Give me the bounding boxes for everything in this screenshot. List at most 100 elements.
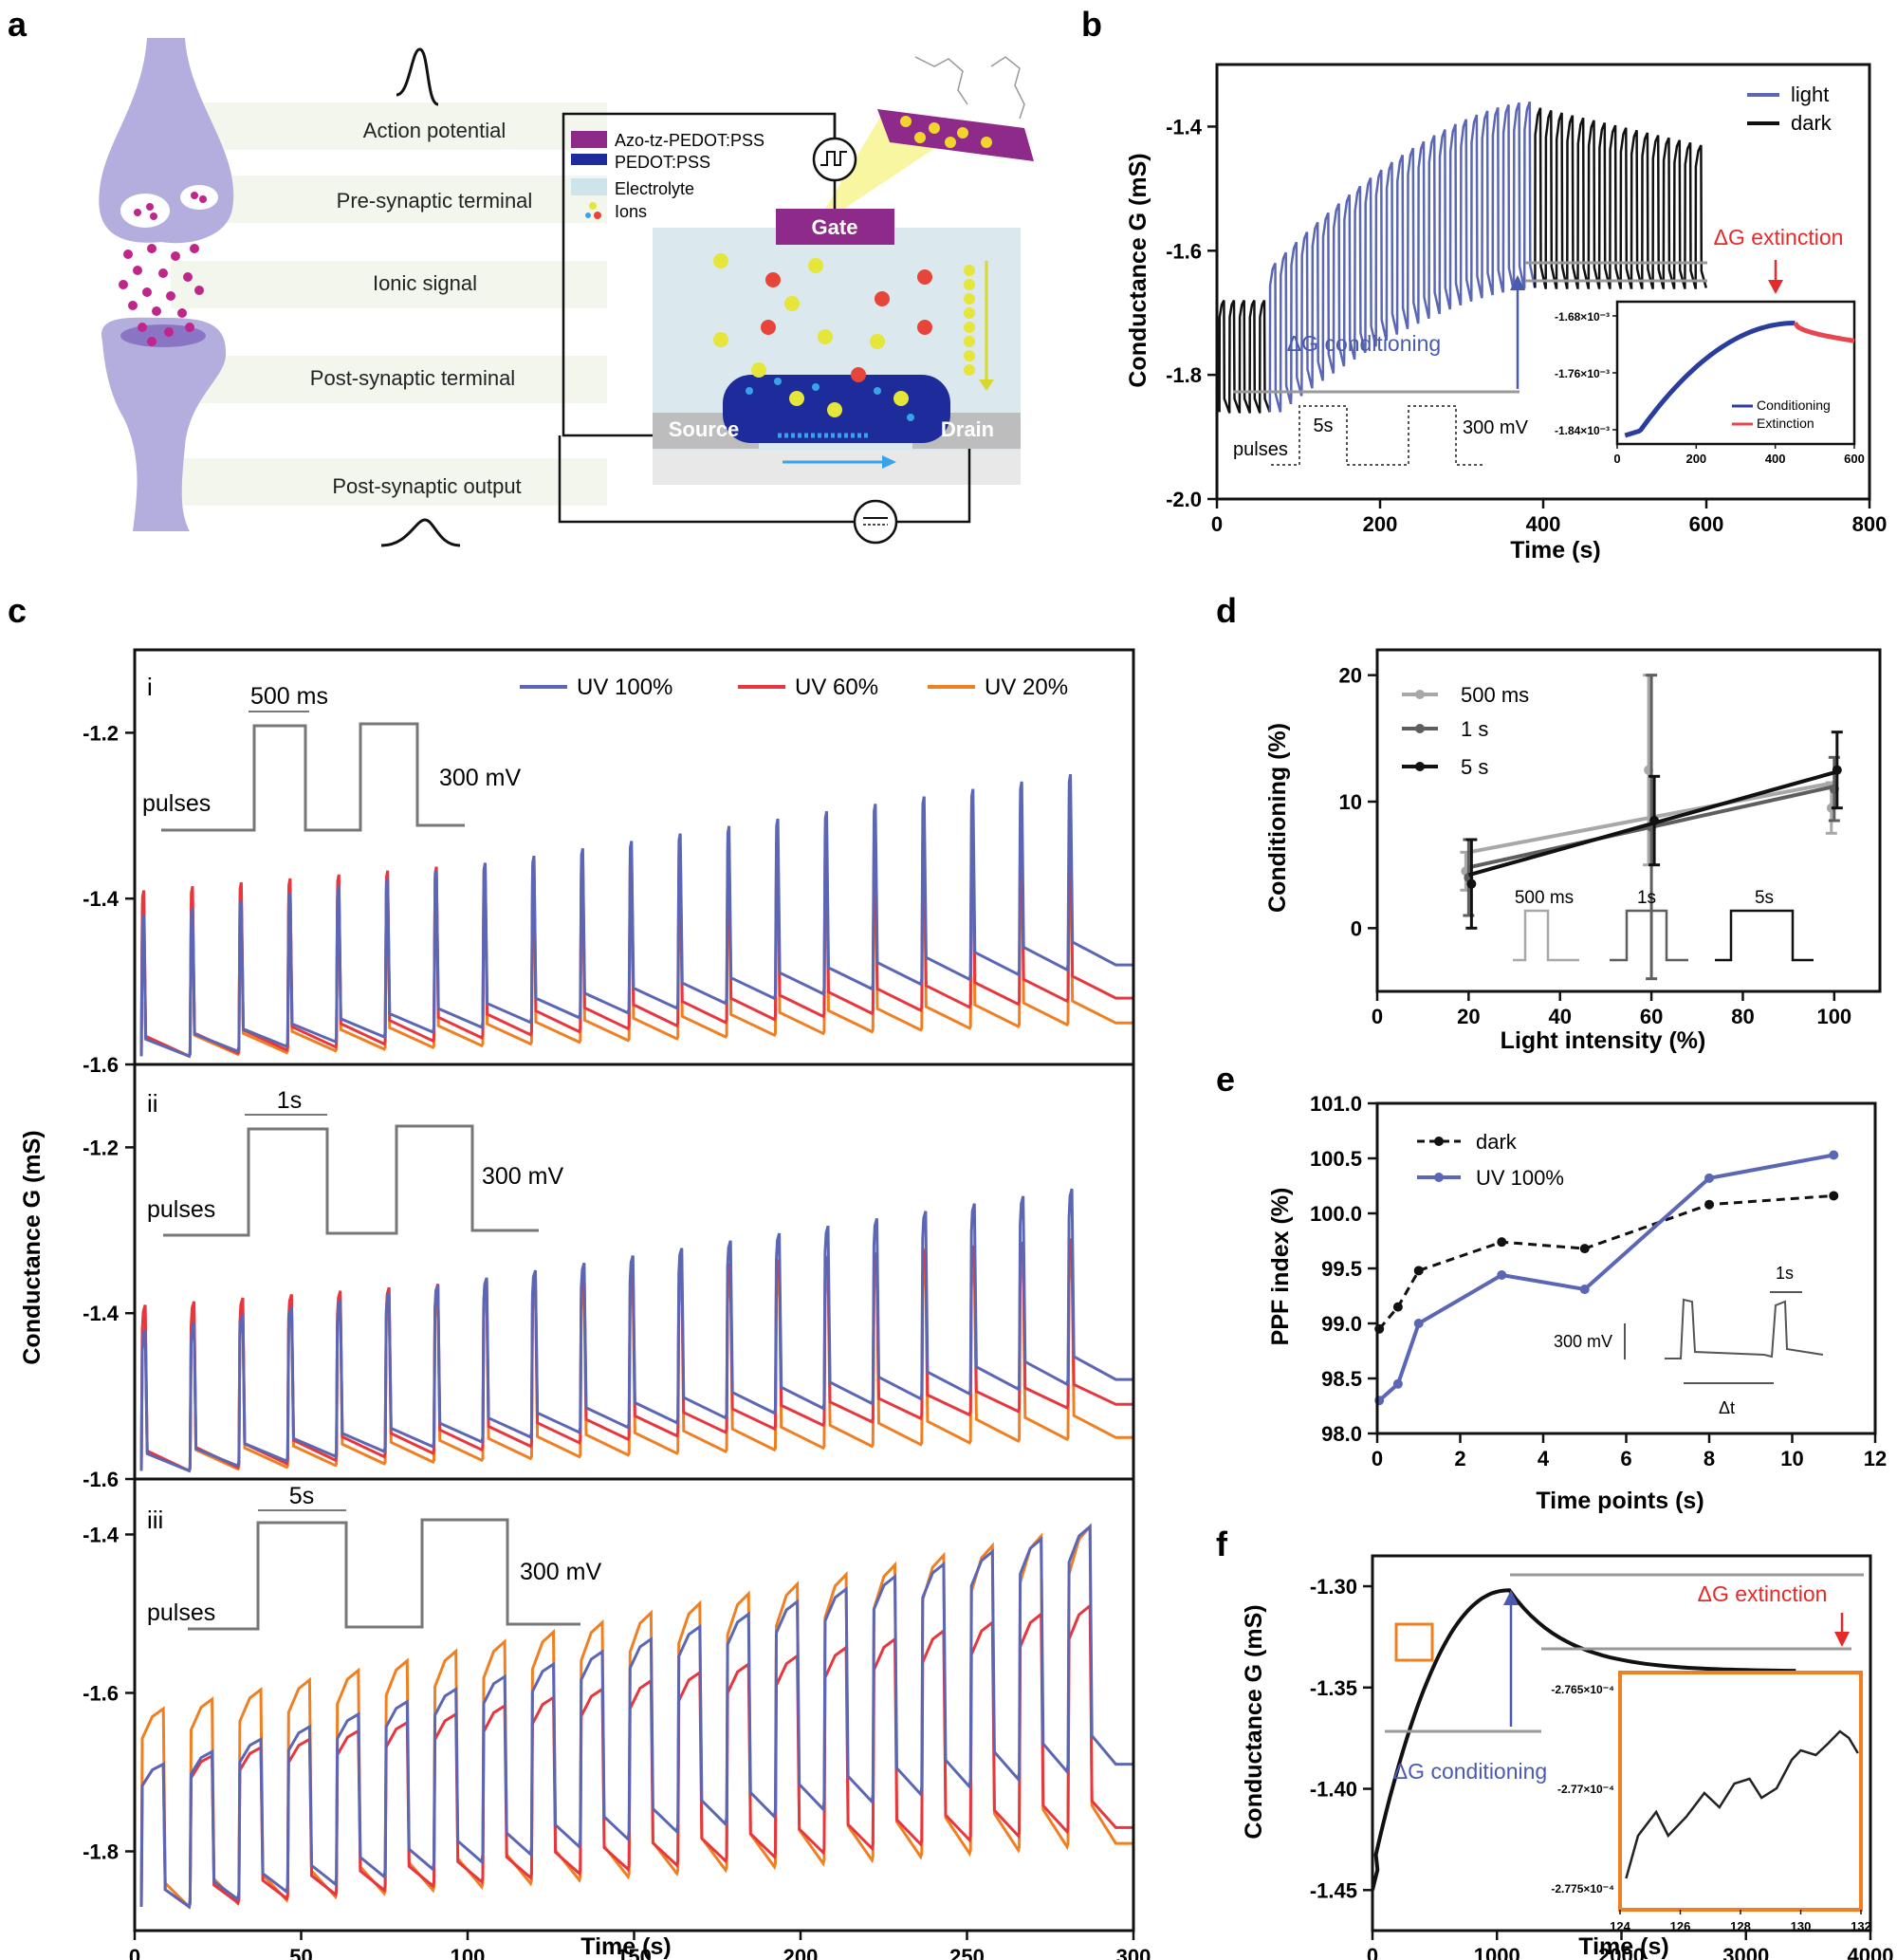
b-inset-xtick-label: 200 <box>1685 452 1706 466</box>
f-inset-plot: 124 126 128 130 132 -2.765×10⁻⁴ -2.77×10⁻⁴ -2.7… <box>1551 1683 1871 1933</box>
d-legend-500-dot <box>1415 690 1425 699</box>
c-xlabel: Time (s) <box>580 1933 671 1960</box>
panel-b: b Conductance G (mS) Time (s) 0 200 400 600… <box>1081 5 1887 564</box>
b-inset-legend-ext: Extinction <box>1757 416 1814 431</box>
e-point-0 <box>1704 1199 1714 1210</box>
d-pulse-label-1s: 1s <box>1637 888 1656 908</box>
e-inset-dt: Δt <box>1719 1398 1735 1417</box>
c-plot-area <box>139 773 1133 1910</box>
legend-ions: Ions <box>615 202 647 221</box>
b-ytick-label: -1.4 <box>1166 115 1203 139</box>
b-legend-dark: dark <box>1791 111 1833 135</box>
b-pulse-trace <box>1271 405 1484 466</box>
e-xtick-label: 0 <box>1372 1447 1383 1470</box>
d-pulse-5s <box>1715 909 1814 962</box>
panel-f-label: f <box>1216 1525 1228 1563</box>
d-point-2 <box>1649 816 1660 825</box>
d-frame <box>1375 648 1882 993</box>
b-inset-xtick-label: 600 <box>1844 452 1865 466</box>
c-tag-i: i <box>147 673 153 701</box>
b-inset-ytick-label: -1.84×10⁻³ <box>1555 424 1610 437</box>
f-xtick-label: 0 <box>1367 1944 1378 1960</box>
panel-e: e PPF index (%) Time points (s) 0 2 4 6 8 10 1… <box>1216 1060 1887 1514</box>
d-legend-5s-dot <box>1415 762 1425 771</box>
c-xtick-label: 100 <box>451 1945 486 1960</box>
f-ext-arrowhead <box>1834 1632 1850 1647</box>
azo-film <box>877 109 1034 161</box>
e-point-0 <box>1392 1302 1403 1312</box>
d-xtick-label: 40 <box>1548 1005 1571 1028</box>
e-point-1 <box>1497 1269 1507 1280</box>
legend-pedot-swatch <box>571 154 607 165</box>
e-point-1 <box>1704 1173 1714 1183</box>
c-iii-series-uv60 <box>139 1602 1133 1910</box>
legend-ion-dot-2 <box>585 213 591 218</box>
c-ytick-label: -1.6 <box>83 1681 119 1705</box>
f-inset-xtick-label: 132 <box>1851 1919 1871 1933</box>
e-legend-dark: dark <box>1476 1130 1518 1154</box>
b-inset-extinction <box>1793 322 1855 343</box>
f-inset-ytick-label: -2.775×10⁻⁴ <box>1551 1882 1614 1895</box>
d-plot-area <box>1460 674 1843 981</box>
channel-flow <box>778 433 896 469</box>
row-action-potential: Action potential <box>363 119 506 142</box>
c-ytick-label: -1.2 <box>83 721 119 745</box>
e-xtick-label: 10 <box>1780 1447 1803 1470</box>
b-inset-conditioning <box>1624 321 1796 438</box>
b-legend-light: light <box>1791 83 1829 106</box>
e-series-dark <box>1378 1193 1834 1330</box>
d-xtick-label: 60 <box>1640 1005 1663 1028</box>
d-xtick-label: 100 <box>1816 1005 1851 1028</box>
e-ytick-label: 100.5 <box>1310 1147 1362 1171</box>
panel-d-label: d <box>1216 591 1237 630</box>
b-volt-label: 300 mV <box>1463 417 1529 438</box>
c-iii-volt: 300 mV <box>520 1559 601 1585</box>
c-i-series-uv100 <box>139 773 1133 1059</box>
band-4 <box>171 356 607 403</box>
e-frame <box>1375 1101 1877 1435</box>
b-ytick-label: -1.6 <box>1166 239 1202 263</box>
e-legend-uv-dot <box>1434 1173 1444 1182</box>
f-ytick-label: -1.35 <box>1310 1676 1357 1700</box>
f-xlabel: Time (s) <box>1578 1933 1668 1960</box>
c-ytick-label: -1.2 <box>83 1136 119 1159</box>
row-presynaptic: Pre-synaptic terminal <box>337 189 533 213</box>
e-xtick-label: 6 <box>1620 1447 1631 1470</box>
b-xlabel: Time (s) <box>1510 537 1600 564</box>
b-inset-ytick-label: -1.76×10⁻³ <box>1555 367 1610 380</box>
d-xtick-label: 0 <box>1372 1005 1383 1028</box>
e-point-1 <box>1579 1285 1590 1295</box>
e-point-1 <box>1829 1150 1839 1160</box>
panel-c-label: c <box>8 591 27 630</box>
b-xtick-label: 0 <box>1211 512 1223 536</box>
d-pulse-500 <box>1513 909 1579 962</box>
panel-b-label: b <box>1081 5 1102 44</box>
d-xtick-label: 20 <box>1457 1005 1480 1028</box>
c-ii-series-uv100 <box>139 1188 1133 1473</box>
legend-ion-dot-3 <box>594 212 601 219</box>
legend-electrolyte: Electrolyte <box>615 179 694 198</box>
f-zoom-box <box>1394 1622 1434 1662</box>
c-ii-pulses: pulses <box>147 1196 215 1223</box>
output-spike <box>380 518 461 547</box>
row-ionic-signal: Ionic signal <box>373 271 477 295</box>
b-inset-legend-cond: Conditioning <box>1757 398 1831 413</box>
f-inset-frame <box>1618 1671 1863 1912</box>
panel-e-label: e <box>1216 1060 1235 1099</box>
band-3 <box>171 261 607 308</box>
c-ii-width: 1s <box>277 1087 302 1114</box>
b-xtick-label: 800 <box>1852 512 1888 536</box>
c-xtick-label: 250 <box>949 1945 985 1960</box>
postsynaptic-neuron <box>101 317 227 531</box>
f-ext-label: ΔG extinction <box>1698 1581 1828 1606</box>
e-inset-volt: 300 mV <box>1554 1332 1612 1351</box>
band-1 <box>171 102 607 150</box>
c-tag-iii: iii <box>147 1506 163 1534</box>
ion-column <box>964 261 994 391</box>
d-ylabel: Conditioning (%) <box>1264 723 1291 913</box>
e-ytick-label: 98.5 <box>1321 1367 1362 1391</box>
molecule-sketch <box>914 56 1025 120</box>
c-ytick-label: -1.4 <box>83 887 120 911</box>
e-xtick-label: 4 <box>1538 1447 1550 1470</box>
e-xtick-label: 8 <box>1704 1447 1715 1470</box>
